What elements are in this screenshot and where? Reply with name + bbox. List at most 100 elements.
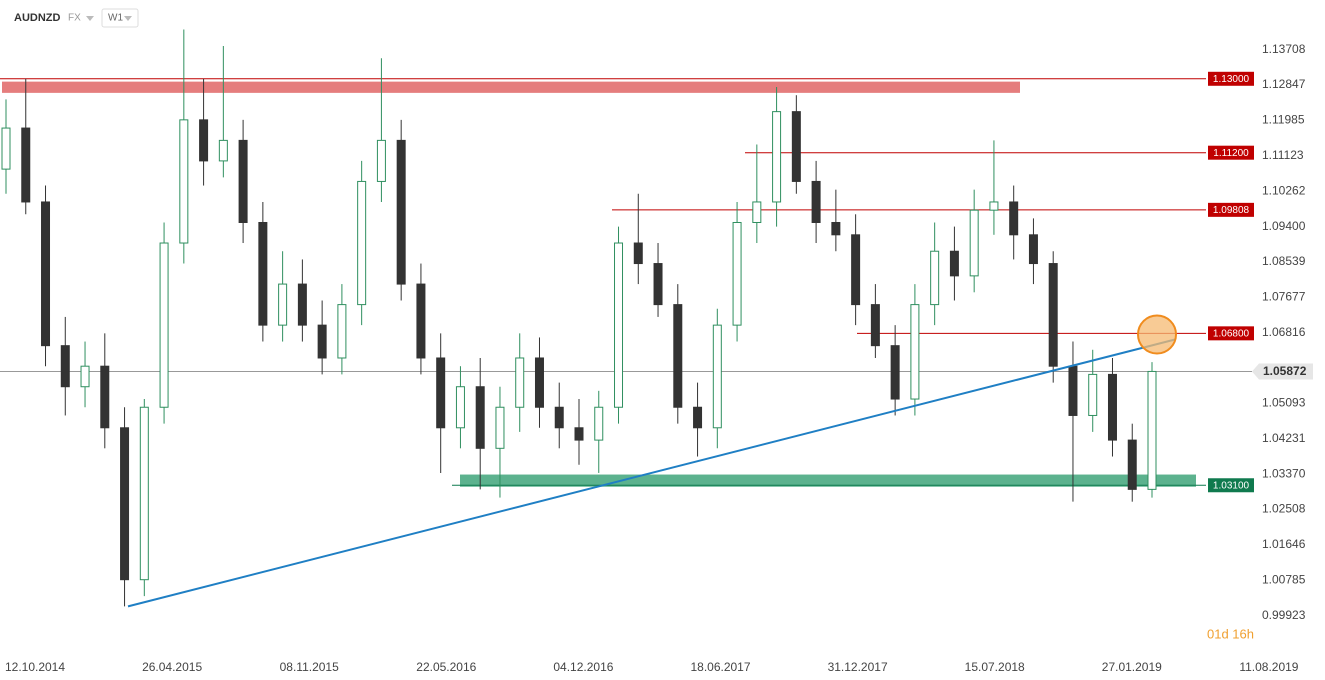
candle-body — [930, 250, 940, 306]
x-tick-label: 18.06.2017 — [690, 660, 750, 674]
candle-body — [21, 127, 31, 203]
candle-body — [1107, 373, 1117, 441]
candle-body — [574, 427, 584, 441]
market[interactable]: FX — [68, 13, 81, 24]
candle-body — [949, 250, 959, 277]
level-label: 1.11200 — [1213, 148, 1249, 159]
y-tick-label: 1.03370 — [1262, 466, 1306, 480]
zone — [460, 474, 1196, 487]
level-label-box — [1208, 202, 1254, 217]
y-tick-label: 1.01646 — [1262, 537, 1306, 551]
candle-body — [554, 406, 564, 429]
zone — [2, 81, 1020, 93]
candle-body — [297, 283, 307, 326]
candle-body — [159, 242, 169, 408]
candle-body — [1, 127, 11, 170]
candle-body — [712, 324, 722, 429]
current-price-label: 1.05872 — [1263, 364, 1307, 378]
candle-body — [653, 263, 663, 306]
candle-body — [100, 365, 110, 429]
candle-body — [238, 139, 248, 223]
candle-body — [772, 111, 782, 203]
x-tick-label: 04.12.2016 — [553, 660, 613, 674]
x-tick-label: 27.01.2019 — [1102, 660, 1162, 674]
candle-body — [732, 221, 742, 326]
candle-body — [1068, 365, 1078, 416]
candle-body — [969, 209, 979, 277]
candle-body — [376, 139, 386, 182]
candle-body — [199, 119, 209, 162]
trendline — [127, 338, 1176, 608]
y-tick-label: 1.04231 — [1262, 431, 1306, 445]
y-tick-label: 1.12847 — [1262, 77, 1306, 91]
candle-body — [752, 201, 762, 223]
candle-body — [278, 283, 288, 326]
y-tick-label: 1.07677 — [1262, 290, 1306, 304]
candle-body — [1088, 373, 1098, 416]
y-tick-label: 1.09400 — [1262, 219, 1306, 233]
candle-body — [633, 242, 643, 265]
dropdown-arrow — [124, 16, 132, 21]
candle-body — [534, 357, 544, 408]
candle-body — [831, 221, 841, 236]
candle-body — [357, 180, 367, 306]
dropdown-arrow — [86, 16, 94, 21]
x-tick-label: 22.05.2016 — [416, 660, 476, 674]
x-tick-label: 11.08.2019 — [1239, 660, 1298, 674]
candle-body — [80, 365, 90, 388]
level-label: 1.03100 — [1213, 480, 1250, 491]
x-tick-label: 08.11.2015 — [280, 660, 339, 674]
y-tick-label: 1.08539 — [1262, 254, 1306, 268]
candle-body — [179, 119, 189, 244]
highlight-circle — [1137, 314, 1177, 355]
candle-body — [120, 427, 130, 581]
interval-box[interactable] — [101, 8, 139, 28]
candle-body — [1147, 370, 1157, 490]
candle-body — [673, 304, 683, 408]
candle-body — [811, 180, 821, 223]
current-price-box — [1252, 363, 1313, 380]
y-tick-label: 0.99923 — [1262, 608, 1306, 622]
candle-body — [1028, 234, 1038, 265]
interval: W1 — [108, 13, 123, 24]
candle-body — [475, 386, 485, 449]
level-label: 1.13000 — [1213, 74, 1250, 85]
level-label: 1.09808 — [1213, 205, 1250, 216]
candle-body — [910, 304, 920, 400]
y-tick-label: 1.13708 — [1262, 42, 1306, 56]
candle-body — [614, 242, 624, 408]
level-label-box — [1208, 326, 1254, 341]
y-tick-label: 1.00785 — [1262, 572, 1306, 586]
candle-body — [594, 406, 604, 441]
candle-body — [890, 345, 900, 400]
y-tick-label: 1.06816 — [1262, 325, 1306, 339]
candle-body — [515, 357, 525, 408]
candle-body — [317, 324, 327, 359]
candle-body — [791, 111, 801, 182]
plot-area: 1.13000 1.11200 1.09808 1.06800 1.03100 1.058… — [0, 29, 1313, 608]
x-tick-label: 26.04.2015 — [142, 660, 202, 674]
level-label-box — [1208, 145, 1254, 160]
level-label-box — [1208, 478, 1254, 493]
candle-body — [1127, 439, 1137, 490]
candle-body — [870, 304, 880, 347]
x-tick-label: 12.10.2014 — [5, 660, 65, 674]
candle-body — [1009, 201, 1019, 236]
y-tick-label: 1.11985 — [1262, 113, 1305, 127]
candle-body — [258, 221, 268, 326]
symbol: AUDNZD — [14, 12, 60, 24]
candle-body — [41, 201, 51, 347]
level-label-box — [1208, 71, 1254, 86]
y-tick-label: 1.11123 — [1262, 148, 1304, 162]
countdown: 01d 16h — [1207, 626, 1254, 641]
x-tick-label: 31.12.2017 — [828, 660, 888, 674]
candle-body — [495, 406, 505, 449]
candle-body — [337, 304, 347, 359]
candle-body — [436, 357, 446, 429]
candle-body — [218, 139, 228, 162]
candle-body — [396, 139, 406, 285]
level-label: 1.06800 — [1213, 328, 1250, 339]
candle-body — [851, 234, 861, 306]
y-tick-label: 1.02508 — [1262, 502, 1306, 516]
